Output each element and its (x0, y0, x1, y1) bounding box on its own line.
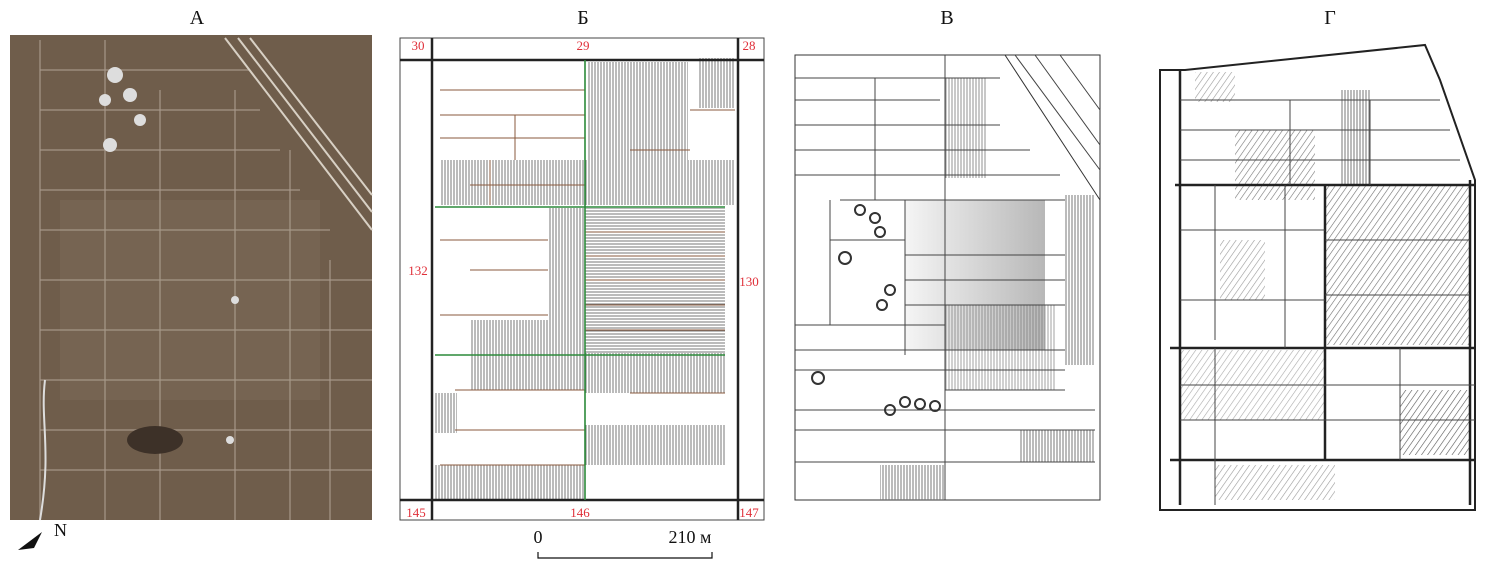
parcel-number: 130 (739, 274, 759, 289)
panel-label: Г (1324, 7, 1336, 29)
map-d (1160, 45, 1475, 510)
parcel-number: 145 (406, 505, 426, 520)
parcel-number: 146 (570, 505, 590, 520)
panel-label: В (940, 7, 953, 29)
parcel-number: 147 (739, 505, 759, 520)
map-b (400, 38, 764, 520)
scale-end: 210 м (669, 527, 712, 547)
scale-bar: 0 210 м (534, 527, 713, 558)
parcel-number: 29 (577, 38, 590, 53)
parcel-number: 28 (743, 38, 756, 53)
panel-label: А (190, 7, 205, 29)
figure: А Б В Г N 30 29 28 132 130 145 146 147 0… (0, 0, 1491, 567)
panel-label: Б (577, 7, 588, 29)
parcel-number: 30 (412, 38, 425, 53)
parcel-number: 132 (408, 263, 428, 278)
map-c (795, 55, 1100, 500)
north-label: N (54, 520, 67, 540)
north-arrow: N (18, 520, 67, 550)
scale-start: 0 (534, 527, 543, 547)
aerial-photo (10, 35, 372, 520)
